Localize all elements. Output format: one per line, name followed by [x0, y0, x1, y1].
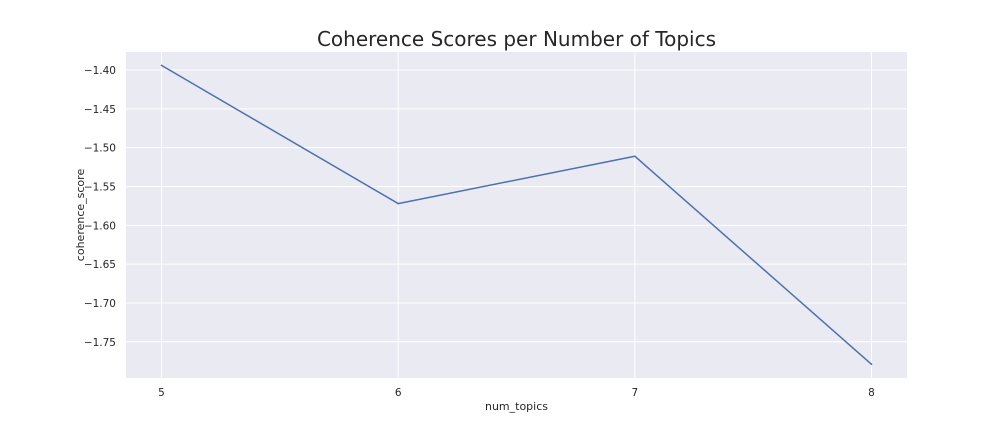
- plot-area-background: [126, 52, 907, 378]
- series-line: [161, 64, 872, 365]
- y-tick-label: −1.40: [84, 65, 116, 77]
- x-tick-label: 6: [395, 387, 402, 399]
- x-tick-label: 7: [631, 387, 638, 399]
- y-tick-label: −1.60: [84, 220, 116, 232]
- series-layer: [160, 64, 873, 366]
- grid-lines: [126, 52, 907, 378]
- y-axis-label: coherence_score: [74, 169, 87, 262]
- y-tick-label: −1.70: [84, 298, 116, 310]
- y-tick-labels: −1.40 −1.45 −1.50 −1.55 −1.60 −1.65 −1.70 −1.75: [84, 65, 116, 349]
- data-point: [160, 64, 163, 67]
- chart-title: Coherence Scores per Number of Topics: [317, 27, 716, 51]
- data-point: [397, 202, 399, 205]
- data-point: [634, 155, 636, 158]
- y-tick-label: −1.65: [84, 259, 116, 271]
- y-tick-label: −1.75: [84, 337, 116, 349]
- x-tick-label: 5: [158, 387, 165, 399]
- x-tick-label: 8: [868, 387, 875, 399]
- y-tick-label: −1.45: [84, 104, 116, 116]
- y-tick-label: −1.55: [84, 182, 116, 194]
- x-tick-labels: 5 6 7 8: [158, 387, 875, 399]
- data-point: [870, 363, 873, 366]
- x-axis-label: num_topics: [485, 400, 548, 413]
- y-tick-label: −1.50: [84, 143, 116, 155]
